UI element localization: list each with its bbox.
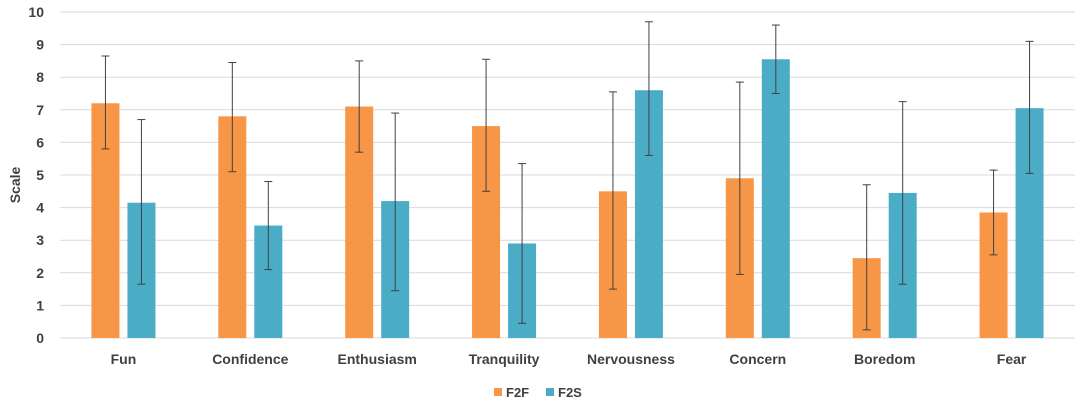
y-tick-label: 7 bbox=[36, 102, 44, 118]
error-bars bbox=[101, 21, 1034, 331]
y-tick-label: 5 bbox=[36, 167, 44, 183]
y-tick-label: 8 bbox=[36, 69, 44, 85]
y-tick-label: 6 bbox=[36, 134, 44, 150]
category-label: Confidence bbox=[212, 351, 288, 367]
legend-label-f2s: F2S bbox=[558, 385, 582, 400]
category-label: Fun bbox=[111, 351, 137, 367]
category-label: Nervousness bbox=[587, 351, 675, 367]
legend-swatch-f2f bbox=[494, 388, 502, 396]
legend: F2F F2S bbox=[494, 385, 582, 400]
y-tick-label: 0 bbox=[36, 330, 44, 346]
y-tick-label: 4 bbox=[36, 200, 44, 216]
y-axis-label: Scale bbox=[7, 166, 23, 203]
legend-label-f2f: F2F bbox=[506, 385, 529, 400]
bars bbox=[91, 59, 1044, 339]
y-tick-label: 2 bbox=[36, 265, 44, 281]
category-label: Enthusiasm bbox=[338, 351, 417, 367]
y-tick-label: 9 bbox=[36, 37, 44, 53]
y-tick-label: 10 bbox=[28, 4, 44, 20]
bar-f2s-concern bbox=[761, 59, 790, 339]
y-axis-ticks: 0 1 2 3 4 5 6 7 8 9 10 bbox=[28, 4, 44, 346]
legend-swatch-f2s bbox=[546, 388, 554, 396]
category-label: Concern bbox=[729, 351, 786, 367]
y-tick-label: 3 bbox=[36, 232, 44, 248]
gridlines bbox=[60, 11, 1075, 339]
x-axis-categories: Fun Confidence Enthusiasm Tranquility Nervou… bbox=[111, 351, 1027, 367]
category-label: Tranquility bbox=[469, 351, 540, 367]
y-tick-label: 1 bbox=[36, 297, 44, 313]
category-label: Boredom bbox=[854, 351, 915, 367]
category-label: Fear bbox=[997, 351, 1027, 367]
